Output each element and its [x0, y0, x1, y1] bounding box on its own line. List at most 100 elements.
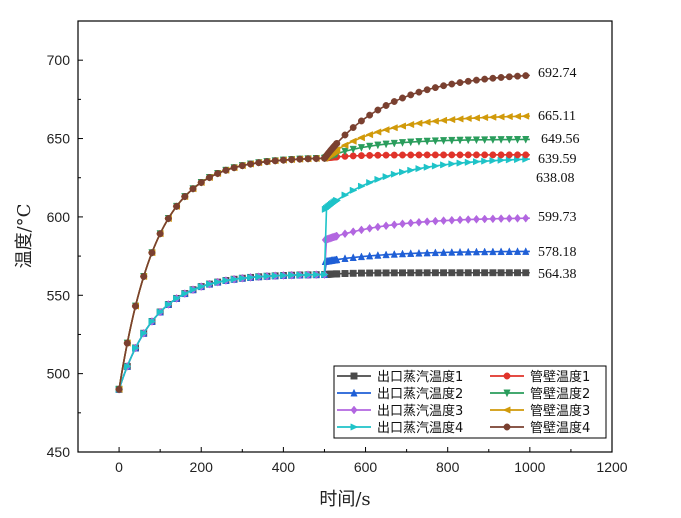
data-point [463, 114, 472, 123]
data-point [288, 156, 296, 163]
data-point [365, 131, 374, 139]
data-point [140, 329, 149, 337]
data-point [440, 82, 448, 90]
data-point [514, 72, 521, 80]
data-point [222, 276, 231, 285]
series-layer [114, 72, 531, 394]
data-point [472, 136, 481, 145]
data-point [472, 158, 481, 166]
data-point [423, 217, 431, 227]
data-point [514, 151, 521, 159]
series-8 [115, 72, 530, 393]
data-point [255, 159, 263, 167]
data-point [312, 155, 320, 162]
data-point [505, 151, 513, 159]
data-point [456, 151, 464, 159]
legend-label: 出口蒸汽温度4 [377, 420, 463, 436]
legend-swatch-marker [503, 423, 511, 431]
data-point [431, 117, 439, 125]
data-point [333, 196, 342, 205]
data-point [366, 111, 374, 119]
data-point [505, 113, 513, 121]
data-point [340, 141, 349, 149]
data-point [399, 94, 406, 102]
data-point [522, 247, 530, 255]
end-value-label: 599.73 [538, 210, 577, 225]
data-point [423, 163, 432, 171]
y-tick-label: 550 [47, 287, 71, 303]
data-point [357, 134, 365, 142]
data-point [456, 79, 464, 87]
data-point [505, 136, 513, 144]
series-line [118, 74, 530, 390]
data-point [407, 138, 415, 147]
data-point [349, 227, 357, 237]
data-point [263, 272, 272, 280]
data-point [464, 77, 472, 85]
data-point [349, 253, 357, 261]
x-axis-title: 时间/s [319, 489, 370, 510]
data-point [481, 151, 489, 159]
x-tick-label: 800 [436, 459, 460, 475]
legend-item: 管壁温度4 [490, 420, 590, 436]
data-point [189, 185, 197, 193]
y-tick-label: 650 [47, 131, 71, 147]
data-point [415, 88, 423, 96]
series-line [118, 217, 530, 390]
data-point [522, 72, 530, 80]
data-point [366, 142, 374, 151]
data-point [288, 271, 296, 279]
data-point [321, 270, 329, 279]
data-point [263, 158, 271, 166]
data-point [374, 269, 382, 277]
data-point [423, 269, 431, 277]
data-point [431, 137, 439, 146]
legend-label: 出口蒸汽温度3 [377, 403, 463, 419]
data-point [341, 229, 349, 239]
data-point [415, 217, 423, 227]
data-point [132, 344, 140, 352]
legend-label: 管壁温度1 [530, 369, 590, 385]
x-tick-label: 1000 [514, 459, 545, 475]
data-point [197, 283, 206, 291]
data-point [349, 145, 357, 154]
data-point [497, 214, 505, 224]
legend-item: 管壁温度3 [490, 403, 590, 419]
data-point [455, 115, 464, 123]
data-point [279, 271, 288, 280]
data-point [472, 114, 480, 122]
data-point [230, 275, 239, 283]
legend-swatch-marker [503, 372, 511, 380]
data-point [447, 116, 456, 124]
data-point [448, 136, 456, 145]
data-point [522, 136, 530, 144]
data-point [440, 151, 448, 159]
end-value-label: 649.56 [541, 132, 580, 147]
data-point [390, 98, 398, 105]
data-point [422, 118, 431, 126]
data-point [349, 124, 357, 131]
end-value-label: 665.11 [538, 109, 576, 124]
data-point [333, 270, 341, 278]
end-value-label: 578.18 [538, 245, 577, 260]
data-point [456, 215, 464, 225]
data-point [505, 247, 513, 255]
legend-swatch-marker [503, 389, 511, 398]
legend-item: 出口蒸汽温度1 [337, 369, 463, 385]
data-point [156, 230, 164, 238]
data-point [214, 278, 222, 286]
data-point [304, 155, 312, 163]
data-point [464, 151, 472, 159]
data-point [123, 362, 132, 370]
legend-item: 出口蒸汽温度2 [337, 386, 463, 402]
data-point [399, 168, 407, 176]
data-point [382, 221, 390, 231]
x-tick-label: 1200 [596, 459, 627, 475]
data-point [431, 151, 439, 159]
data-point [431, 248, 439, 257]
data-point [481, 157, 489, 165]
data-point [366, 178, 374, 187]
data-point [415, 138, 423, 146]
data-point [497, 156, 506, 164]
